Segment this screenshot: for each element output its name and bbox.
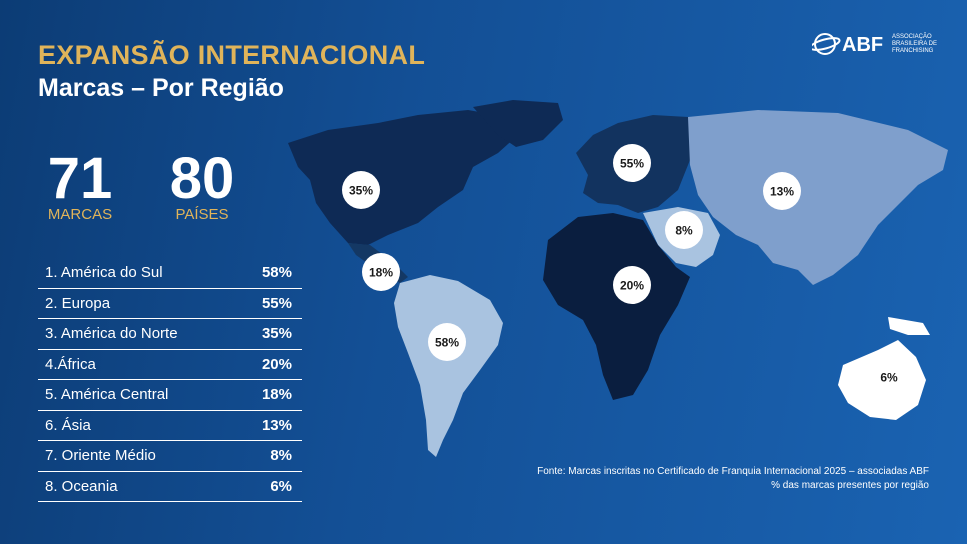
abf-logo: ABF ASSOCIAÇÃO BRASILEIRA DE FRANCHISING [812,33,937,56]
map-badge-central-america: 18% [362,253,400,291]
badge-label: 55% [620,157,644,171]
table-row: 3. América do Norte 35% [38,319,302,350]
region-africa [543,213,690,400]
map-badge-oceania: 6% [880,371,898,385]
stat-brands: 71 MARCAS [42,146,118,224]
world-map: 35% 18% 58% 55% 8% 20% 13% 6% [288,100,948,457]
page-title: EXPANSÃO INTERNACIONAL [38,40,426,70]
table-row: 8. Oceania 6% [38,472,302,502]
map-badge-north-america: 35% [342,171,380,209]
source-note: Fonte: Marcas inscritas no Certificado d… [537,465,929,493]
stat-countries: 80 PAÍSES [162,146,242,224]
region-asia [688,110,948,285]
region-percentage: 8% [270,447,292,465]
region-percentage: 20% [261,355,292,373]
badge-circle [342,171,380,209]
region-percentage: 35% [261,325,292,343]
page-subtitle: Marcas – Por Região [38,74,284,102]
map-badge-middle-east: 8% [665,211,703,249]
map-badges: 35% 18% 58% 55% 8% 20% 13% 6% [342,144,898,385]
region-name: 3. América do Norte [45,325,178,343]
badge-circle [665,211,703,249]
region-north-america [288,110,518,245]
region-percentage: 18% [261,386,292,404]
region-name: 7. Oriente Médio [45,447,156,465]
logo-line2: BRASILEIRA DE [892,41,937,47]
badge-label: 8% [675,224,693,238]
region-oceania [838,340,926,420]
brands-count: 71 [47,146,113,211]
countries-count: 80 [169,146,235,211]
region-name: 6. Ásia [45,416,91,434]
badge-circle [613,266,651,304]
brands-label: MARCAS [47,206,113,223]
table-row: 5. América Central 18% [38,380,302,411]
logo-line3: FRANCHISING [892,48,934,54]
region-greenland [473,100,563,147]
source-line2: % das marcas presentes por região [771,480,929,491]
globe-icon [812,33,841,55]
region-south-america [394,275,503,457]
table-row: 2. Europa 55% [38,289,302,319]
badge-circle [428,323,466,361]
map-badge-south-america: 58% [428,323,466,361]
region-name: 2. Europa [45,294,111,312]
region-name: 8. Oceania [45,477,118,495]
badge-label: 18% [369,266,393,280]
table-row: 7. Oriente Médio 8% [38,441,302,472]
map-badge-asia: 13% [763,172,801,210]
region-percentage: 58% [261,264,292,282]
badge-label: 35% [349,184,373,198]
table-row: 6. Ásia 13% [38,411,302,441]
region-new-guinea [888,317,930,335]
badge-circle [763,172,801,210]
table-row: 4.África 20% [38,350,302,380]
region-name: 5. América Central [45,386,169,404]
region-percentage: 6% [270,477,292,495]
logo-brand: ABF [842,34,883,56]
logo-line1: ASSOCIAÇÃO [892,33,932,40]
region-percentage: 55% [261,294,292,312]
badge-label: 13% [770,185,794,199]
source-line1: Fonte: Marcas inscritas no Certificado d… [537,466,929,477]
badge-circle [613,144,651,182]
region-name: 4.África [45,355,96,373]
badge-label: 6% [880,371,898,385]
region-name: 1. América do Sul [45,264,163,282]
badge-label: 58% [435,336,459,350]
badge-circle [362,253,400,291]
map-badge-africa: 20% [613,266,651,304]
region-table: 1. América do Sul 58% 2. Europa 55% 3. Améri… [38,258,302,502]
table-row: 1. América do Sul 58% [38,258,302,289]
region-percentage: 13% [261,416,292,434]
countries-label: PAÍSES [175,206,229,223]
badge-label: 20% [620,279,644,293]
map-badge-europe: 55% [613,144,651,182]
